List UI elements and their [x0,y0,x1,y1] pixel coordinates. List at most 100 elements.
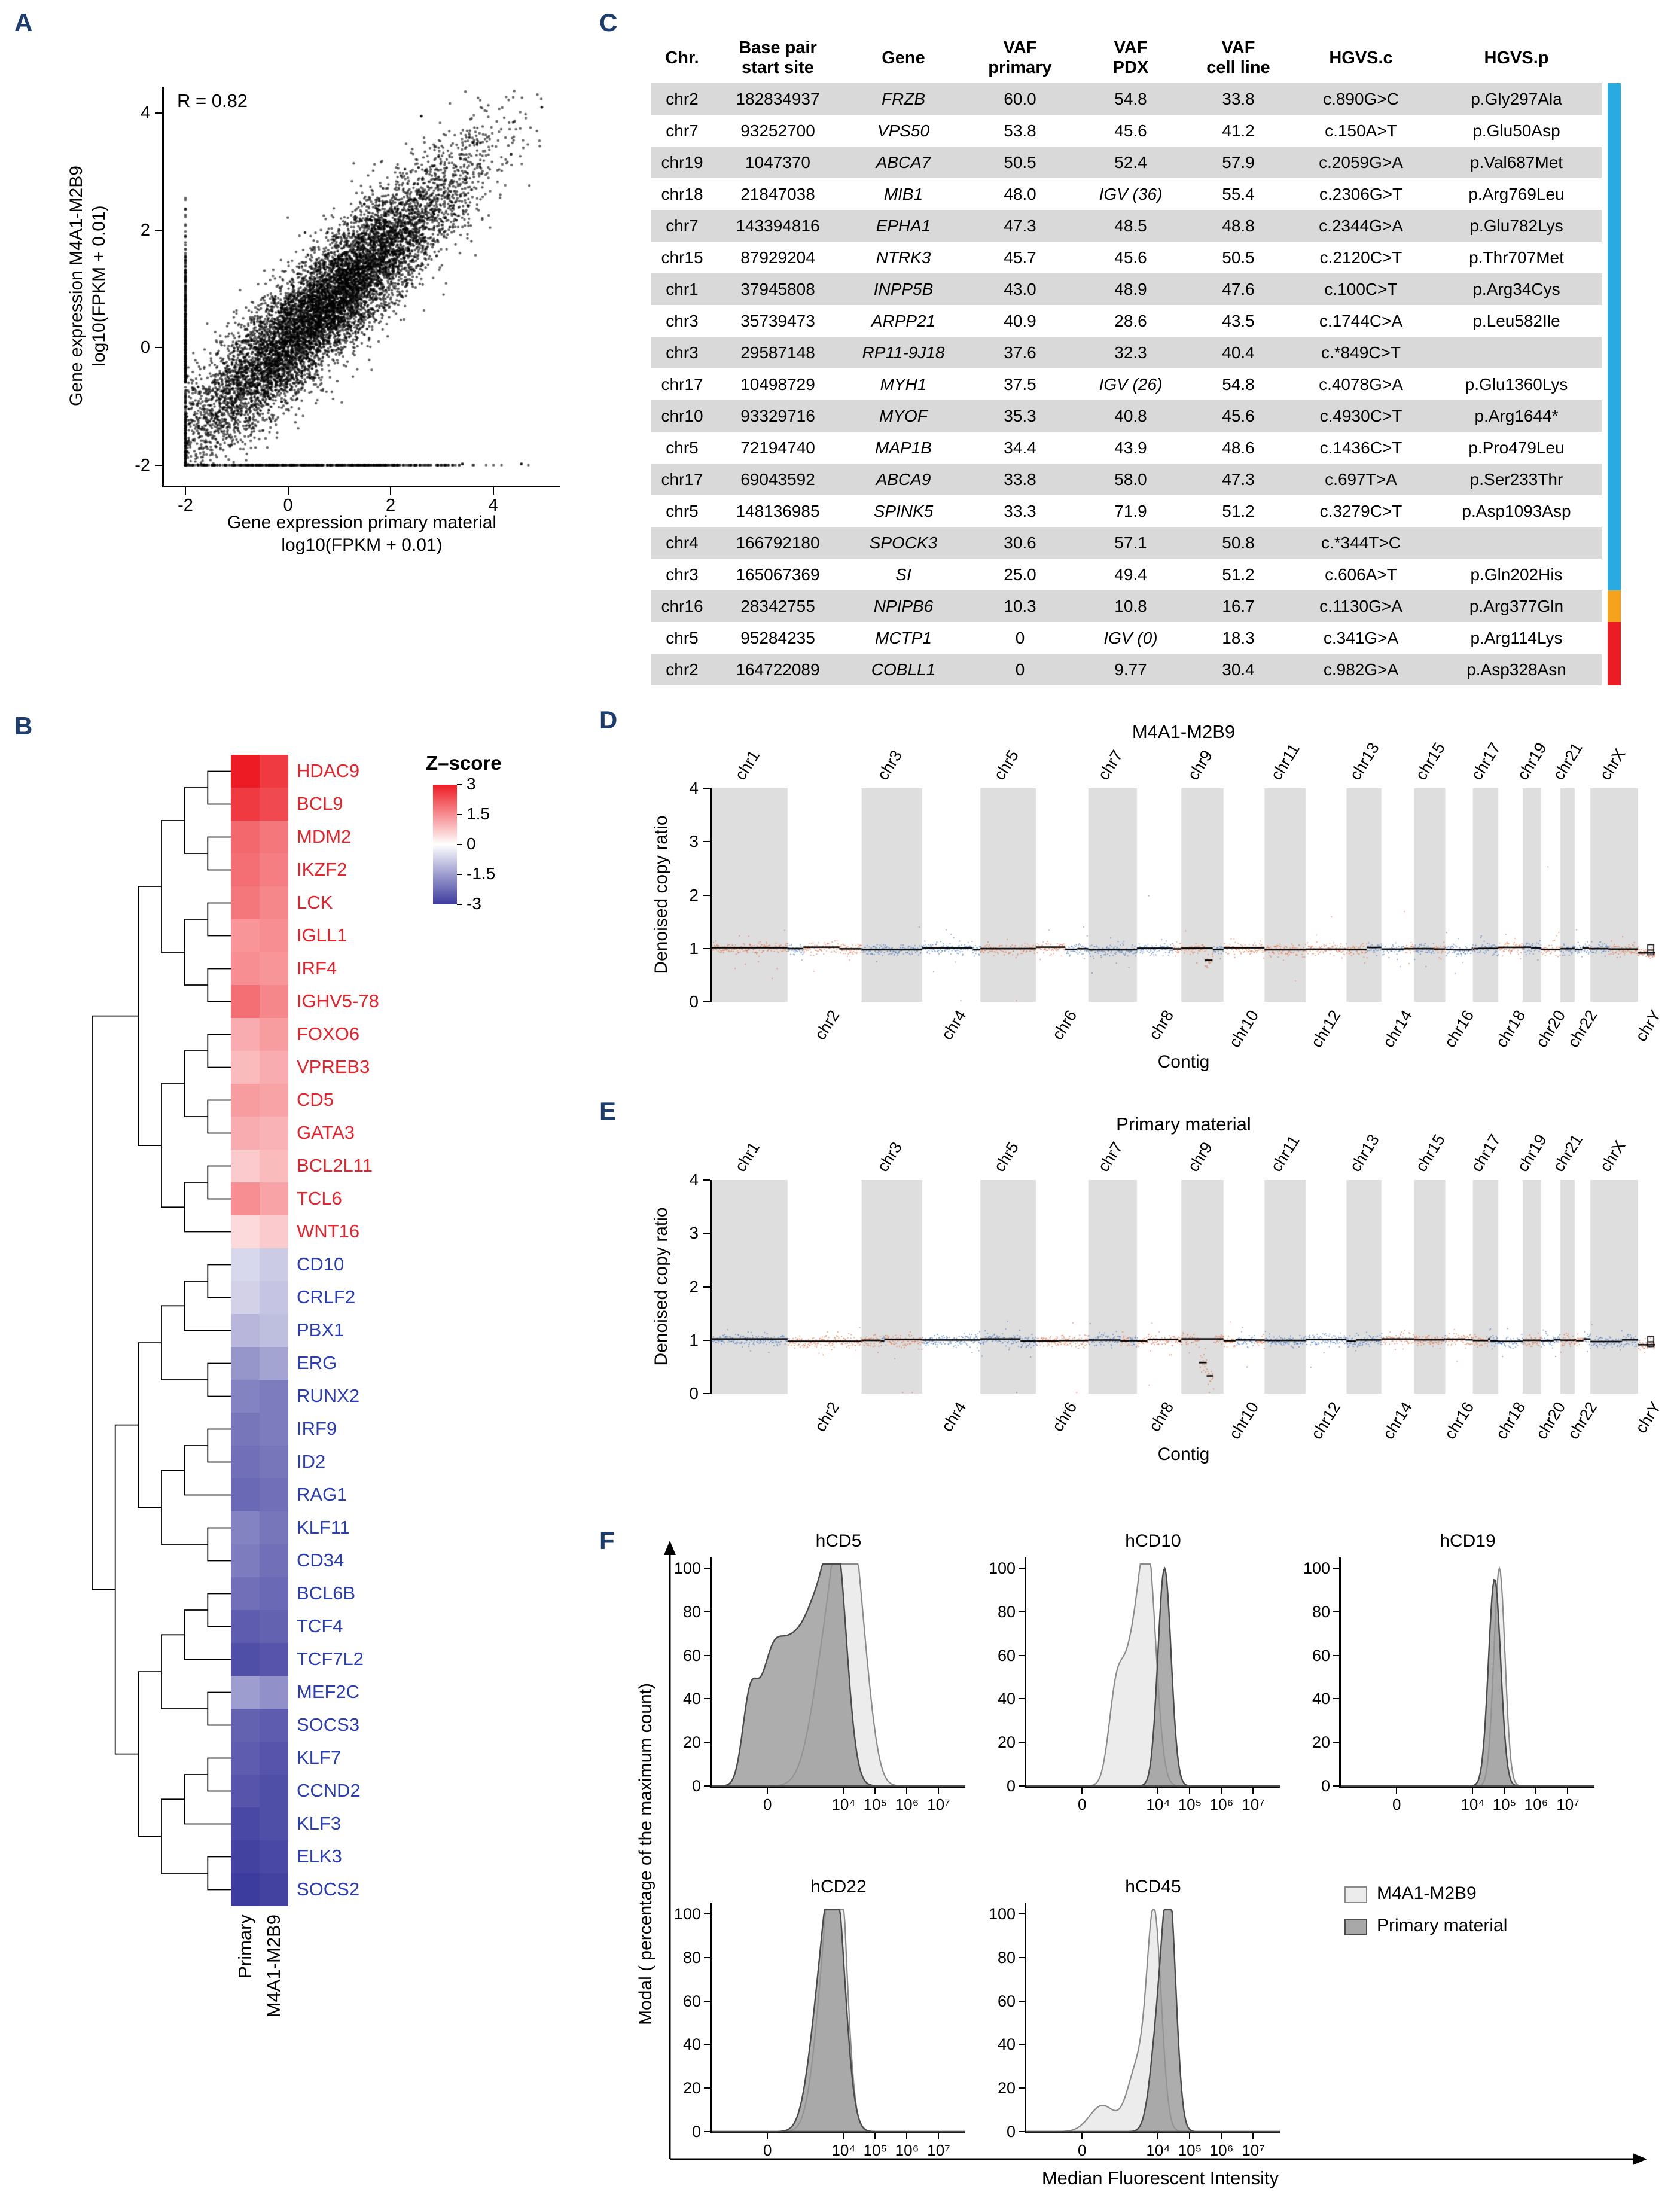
table-header-line: PDX [1112,58,1149,77]
heatmap-gene-label: MDM2 [297,826,352,847]
heatmap-cell [231,788,260,821]
heatmap-cell [260,1314,288,1347]
table-cell: c.1744C>A [1319,312,1403,330]
zscore-legend-title: Z–score [426,752,502,774]
table-cell: 182834937 [736,90,820,108]
table-cell: chr1 [666,280,699,298]
table-cell: chr10 [661,407,703,425]
heatmap-column-label: M4A1-M2B9 [263,1914,284,2018]
panel-a-x-tick-label: -2 [178,496,193,515]
panel-e-y-tick-label: 0 [689,1384,699,1403]
panel-e-x-label: Contig [1157,1444,1210,1464]
table-cell: MYOF [879,407,928,425]
flow-x-tick-mark [1252,2133,1254,2139]
table-cell [1431,527,1602,559]
table-cell: p.Asp1093Asp [1462,502,1571,520]
table-cell: chr2 [666,90,699,108]
panel-a-y-tick-label: -2 [135,455,150,475]
table-cell: chr3 [666,312,699,330]
table-row-stripe [651,210,1602,242]
table-cell: MAP1B [875,438,932,457]
panel-f-label: F [599,1526,615,1554]
table-header-cell: Gene [842,33,965,83]
flow-y-tick-label: 80 [1312,1602,1330,1621]
heatmap-gene-label: ELK3 [297,1846,342,1867]
panel-d-y-tick-mark [703,841,710,843]
flow-x-tick-mark [1189,2133,1191,2139]
flow-y-tick-mark [1333,1568,1339,1569]
curve [712,1909,965,2133]
table-cell: 47.3 [1004,217,1036,235]
chr-label-text: chr10 [1225,1007,1263,1051]
table-row-stripe [651,590,1602,622]
panel-a-x-tick-mark [287,487,289,495]
heatmap-gene-label: CRLF2 [297,1286,356,1307]
table-cell: 45.6 [1114,248,1147,267]
flow-curves-hCD10 [1026,1563,1280,1787]
chr-label-text: chr22 [1564,1007,1601,1051]
table-cell: p.Arg377Gln [1469,597,1564,615]
heatmap-cell [231,1676,260,1709]
flow-title: hCD19 [1440,1531,1496,1551]
zscore-tick-label: -1.5 [467,864,496,883]
heatmap-cell [231,1840,260,1873]
heatmap-cell [231,821,260,853]
table-cell: 47.6 [1222,280,1255,298]
flow-x-tick-mark [1157,1788,1159,1794]
flow-y-tick-label: 40 [682,1690,701,1708]
heatmap-cell [231,1150,260,1182]
flow-x-tick-label: 10⁷ [927,2141,950,2159]
flow-y-tick-mark [704,1654,710,1656]
table-cell: 51.2 [1222,502,1255,520]
table-cell: 9.77 [1114,660,1147,679]
table-cell: 50.5 [1222,248,1255,267]
chr-label-text: chrY [1632,1398,1665,1437]
table-marker-bar [1608,622,1621,685]
table-cell: chr16 [661,597,703,615]
panel-d-y-tick-label: 0 [689,992,699,1011]
chr-label-text: chr19 [1513,739,1551,784]
heatmap-cell [231,1281,260,1314]
table-cell: c.890G>C [1323,90,1399,108]
table-row-stripe [651,527,1602,559]
panel-f-x-label: Median Fluorescent Intensity [1041,2167,1279,2188]
table-header-line: VAF [1114,38,1148,57]
flow-frame [710,1557,965,1788]
legend-swatch-m4a1 [1344,1886,1367,1903]
table-cell: 72194740 [740,438,815,457]
panel-a-x-label-line1: Gene expression primary material [227,513,497,532]
flow-y-tick-mark [1019,2044,1025,2045]
flow-y-tick-label: 20 [997,2079,1016,2098]
flow-y-tick-label: 60 [1312,1646,1330,1664]
table-cell: chr7 [666,217,699,235]
flow-y-tick-mark [704,2044,710,2045]
table-cell: 32.3 [1114,343,1147,362]
chr-label-text: chr3 [873,1139,906,1175]
flow-y-tick-label: 0 [1006,1777,1016,1795]
heatmap-gene-label: BCL9 [297,793,343,814]
table-marker-bar [1608,83,1621,590]
table-cell: 164722089 [736,660,820,679]
table-cell: 50.8 [1222,533,1255,552]
table-header-line: Chr. [665,48,699,68]
heatmap-gene-label: WNT16 [297,1221,360,1242]
heatmap-cell [231,1807,260,1840]
panel-e-chr-label-top: chrX [1596,1137,1680,1175]
table-cell: 35.3 [1004,407,1036,425]
table-cell: p.Glu782Lys [1469,217,1563,235]
table-cell: c.2059G>A [1319,153,1403,172]
heatmap-cell [260,1478,288,1511]
heatmap-cell [260,1873,288,1906]
flow-title: hCD22 [810,1877,867,1897]
table-cell: 28342755 [740,597,815,615]
panel-e-y-tick-mark [703,1179,710,1181]
table-header-line: VAF [1003,38,1037,57]
table-row-stripe [651,464,1602,495]
flow-x-tick-label: 10⁴ [1461,1795,1485,1813]
heatmap-gene-label: RUNX2 [297,1385,360,1406]
table-cell: chr5 [666,502,699,520]
chr-label-text: chr7 [1094,747,1127,784]
table-cell: 0 [1015,629,1025,647]
flow-x-tick-mark [767,1788,769,1794]
heatmap-cell [231,1775,260,1807]
